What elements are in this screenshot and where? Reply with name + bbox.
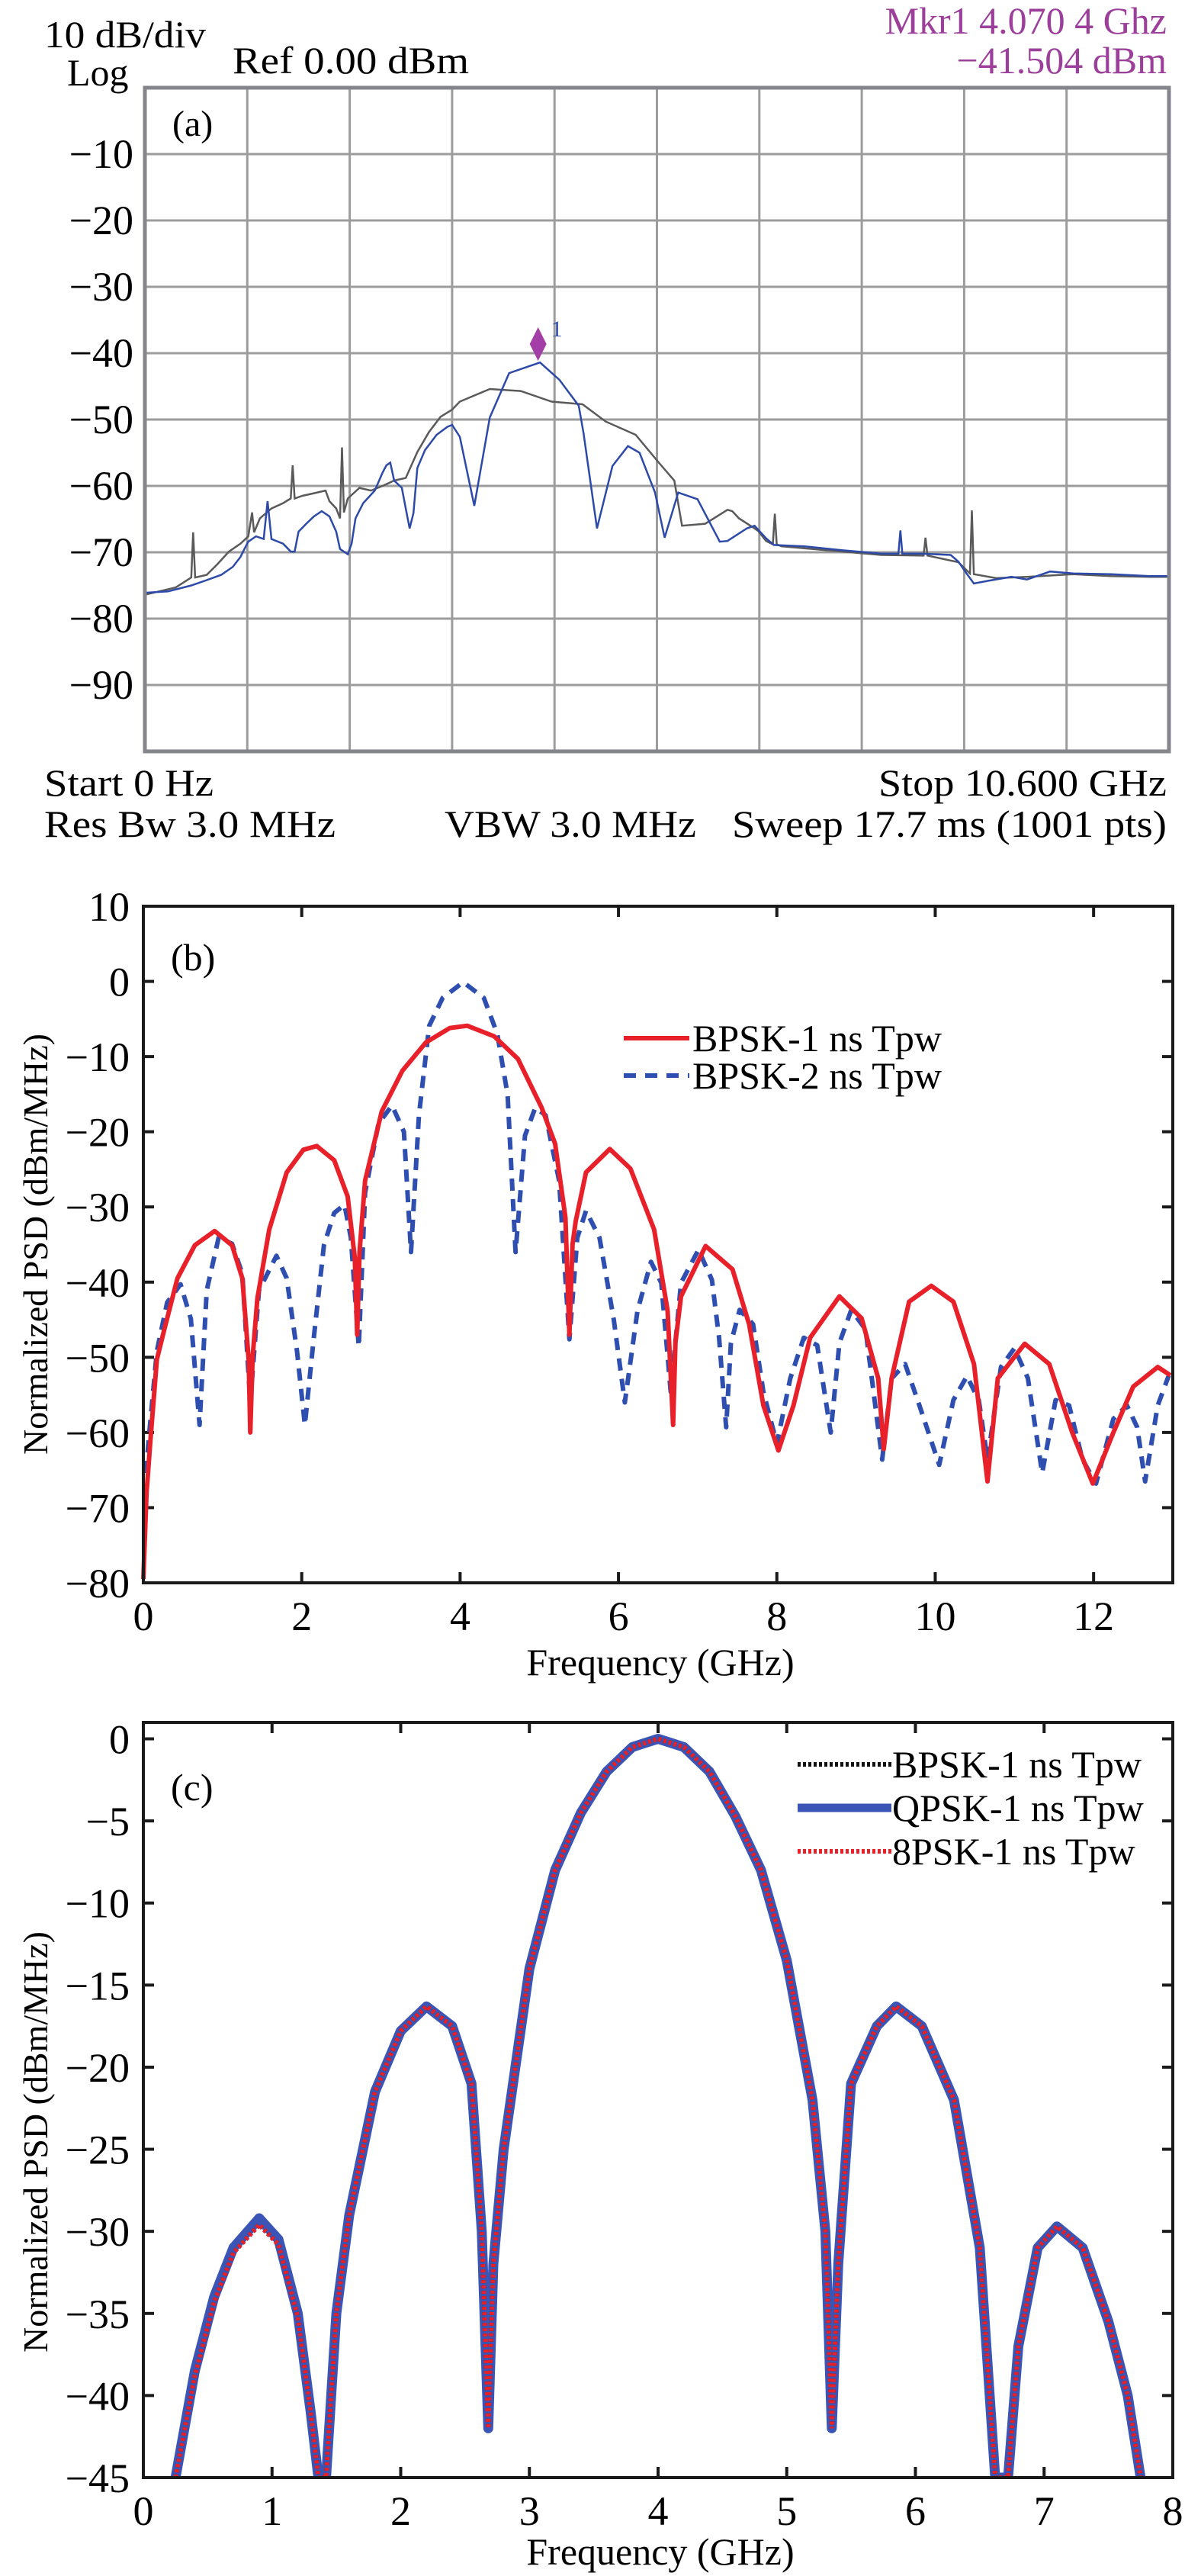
legend-label-8psk: 8PSK-1 ns Tpw: [892, 1830, 1135, 1873]
sweep-label: Sweep 17.7 ms (1001 pts): [732, 802, 1167, 845]
legend-label-bpsk-1ns: BPSK-1 ns Tpw: [692, 1017, 942, 1060]
series-bpsk-2-ns-tpw: [143, 979, 1171, 1486]
x-tick-label: 4: [450, 1594, 470, 1639]
legend-label-bpsk: BPSK-1 ns Tpw: [892, 1743, 1142, 1786]
measured-trace-gray: [144, 388, 1169, 596]
measured-trace-blue: [143, 194, 1169, 594]
panel-b-psd-comparison: 0 2 4 6 8 10 12 10 0 −10 −20 −30 −40 −50 −60 −70 −80 (b)…: [16, 884, 1174, 1684]
x-axis-label: Frequency (GHz): [526, 2530, 794, 2573]
plot-frame: [143, 85, 1171, 754]
y-tick-label: −70: [69, 529, 133, 575]
y-tick-label: −5: [86, 1799, 130, 1844]
y-tick-label: −15: [66, 1963, 130, 2008]
y-tick-label: −10: [69, 131, 133, 177]
y-tick-label: −60: [69, 463, 133, 509]
y-tick-label: 0: [109, 960, 130, 1005]
marker-1[interactable]: 1: [529, 317, 563, 362]
y-tick-label: −80: [66, 1561, 130, 1606]
y-tick-label: −30: [66, 1185, 130, 1230]
y-tick-label: −25: [66, 2127, 130, 2173]
x-tick-label: 4: [648, 2488, 669, 2534]
legend-label-bpsk-2ns: BPSK-2 ns Tpw: [692, 1054, 942, 1097]
x-tick-label: 2: [291, 1594, 312, 1639]
traces: [170, 1734, 1146, 2478]
panel-label-a: (a): [172, 104, 213, 144]
panel-label-c: (c): [171, 1766, 214, 1809]
x-tick-label: 6: [905, 2488, 926, 2534]
x-tick-label: 0: [133, 2488, 154, 2534]
plot-frame: [142, 1721, 1174, 2479]
y-tick-label: −80: [69, 596, 133, 642]
y-tick-label: −90: [69, 662, 133, 708]
y-axis-label: Normalized PSD (dBm/MHz): [16, 1931, 55, 2352]
y-tick-label: −20: [66, 1110, 130, 1156]
series-bpsk-1-ns-tpw: [141, 1023, 1172, 1580]
marker-readout-level: −41.504 dBm: [957, 39, 1167, 82]
panel-label-b: (b): [171, 936, 215, 979]
legend-label-qpsk: QPSK-1 ns Tpw: [892, 1786, 1144, 1829]
x-tick-label: 12: [1073, 1594, 1114, 1639]
x-tick-label: 3: [519, 2488, 540, 2534]
axis-ticks: 0 1 2 3 4 5 6 7 8 0 −5 −10 −15 −20 −25 −30 −35 −40 −45: [66, 1717, 1183, 2534]
x-tick-label: 8: [1163, 2488, 1183, 2534]
panel-a-spectrum-analyzer: 10 dB/div Log Ref 0.00 dBm Mkr1 4.070 4 …: [44, 0, 1171, 845]
marker-readout-frequency: Mkr1 4.070 4 Ghz: [885, 0, 1167, 42]
resolution-bandwidth-label: Res Bw 3.0 MHz: [44, 802, 336, 845]
y-tick-label: −35: [66, 2291, 130, 2337]
y-tick-label: −10: [66, 1034, 130, 1080]
x-axis-label: Frequency (GHz): [526, 1641, 794, 1684]
plot-frame: [142, 905, 1174, 1584]
y-tick-label: −20: [69, 198, 133, 243]
y-tick-label: −70: [66, 1485, 130, 1531]
legend: BPSK-1 ns Tpw QPSK-1 ns Tpw 8PSK-1 ns Tp…: [798, 1743, 1144, 1873]
series-qpsk-1-ns-tpw: [170, 1734, 1146, 2478]
y-tick-label: −60: [66, 1410, 130, 1456]
x-tick-label: 2: [390, 2488, 411, 2534]
y-tick-label: −45: [66, 2455, 130, 2501]
grid: [145, 88, 1169, 751]
video-bandwidth-label: VBW 3.0 MHz: [445, 802, 696, 845]
y-tick-label: −20: [66, 2045, 130, 2091]
y-tick-label: −40: [69, 330, 133, 376]
y-tick-label: −50: [66, 1335, 130, 1381]
stop-frequency-label: Stop 10.600 GHz: [878, 761, 1167, 804]
y-tick-label: −30: [69, 264, 133, 310]
x-tick-label: 5: [776, 2488, 797, 2534]
start-frequency-label: Start 0 Hz: [44, 761, 214, 804]
axis-ticks: 0 2 4 6 8 10 12 10 0 −10 −20 −30 −40 −50 −60 −70 −80: [66, 884, 1173, 1639]
traces: [143, 194, 1169, 596]
ref-level-label: Ref 0.00 dBm: [233, 39, 469, 82]
x-tick-label: 1: [262, 2488, 282, 2534]
y-tick-label: −40: [66, 2373, 130, 2419]
x-tick-label: 0: [133, 1594, 154, 1639]
panel-c-modulation-comparison: 0 1 2 3 4 5 6 7 8 0 −5 −10 −15 −20 −25 −30 −35 −40 −45 (c)…: [16, 1717, 1183, 2573]
y-tick-label: −30: [66, 2209, 130, 2255]
y-tick-label: 0: [109, 1717, 130, 1763]
y-tick-label: 10: [88, 884, 130, 930]
y-tick-label: −50: [69, 397, 133, 442]
legend: BPSK-1 ns Tpw BPSK-2 ns Tpw: [624, 1017, 942, 1097]
y-tick-label: −40: [66, 1260, 130, 1306]
x-tick-label: 7: [1034, 2488, 1055, 2534]
log-label: Log: [67, 51, 129, 94]
x-tick-label: 8: [766, 1594, 787, 1639]
y-tick-label: −10: [66, 1881, 130, 1927]
marker-number-label: 1: [551, 317, 563, 342]
x-tick-label: 10: [914, 1594, 955, 1639]
scale-label: 10 dB/div: [44, 13, 206, 56]
y-axis-label: Normalized PSD (dBm/MHz): [16, 1034, 55, 1455]
traces: [141, 979, 1172, 1580]
y-tick-labels: −10 −20 −30 −40 −50 −60 −70 −80 −90: [69, 131, 133, 708]
x-tick-label: 6: [609, 1594, 629, 1639]
marker-diamond-icon[interactable]: [529, 327, 547, 362]
